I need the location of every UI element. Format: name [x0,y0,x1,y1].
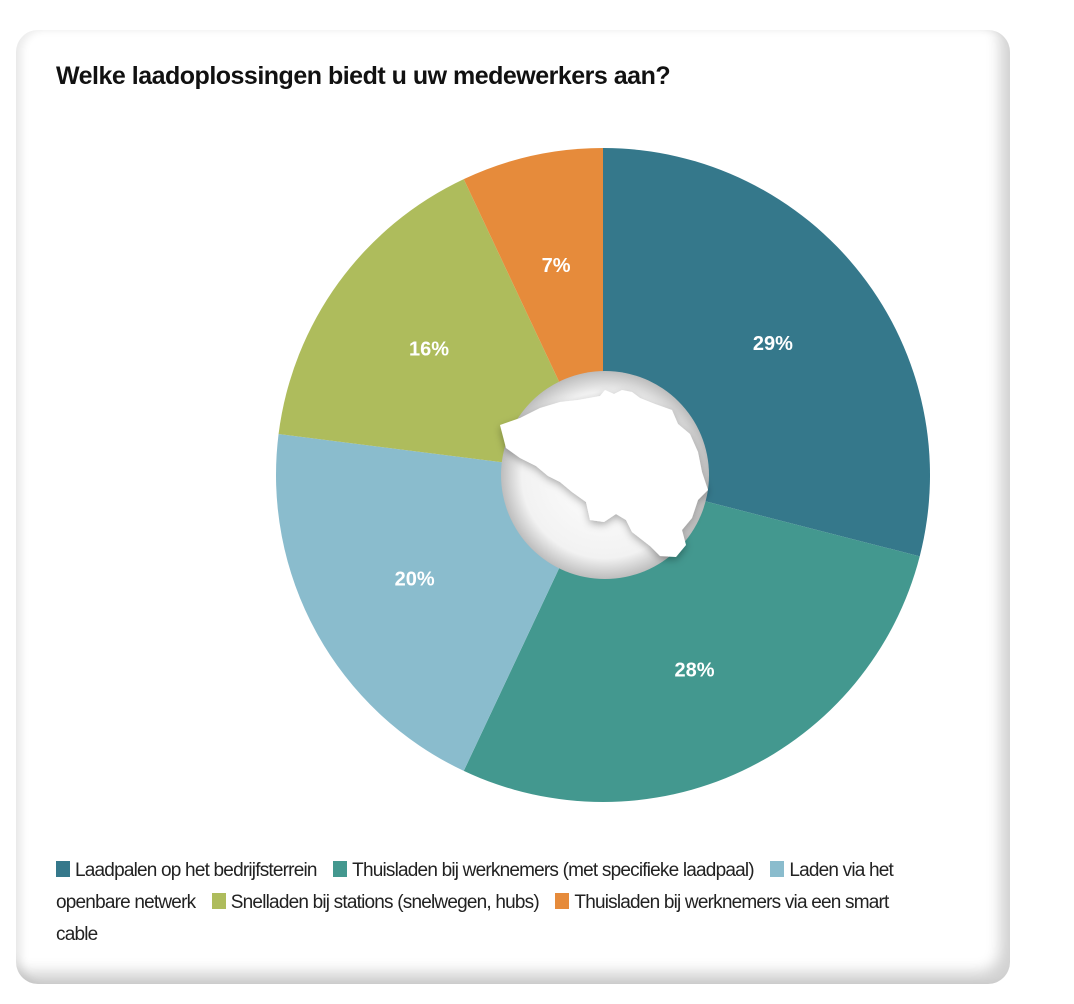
legend-swatch [770,861,785,877]
legend-item: Laden via het openbare netwerk [56,860,894,913]
legend-swatch [555,893,570,909]
legend-swatch [56,861,70,877]
legend-label: Thuisladen bij werknemers (met specifiek… [352,860,754,881]
legend-item: Thuisladen bij werknemers (met specifiek… [333,860,766,881]
legend-label: Snelladen bij stations (snelwegen, hubs) [230,892,540,913]
data-label: 7% [542,255,571,277]
data-label: 20% [395,569,435,591]
legend: Laadpalen op het bedrijfsterrein Thuisla… [56,855,946,951]
legend-swatch [211,893,226,909]
chart-title: Welke laadoplossingen biedt u uw medewer… [56,62,671,90]
pie-slice [278,179,603,475]
legend-item: Thuisladen bij werknemers via een smart … [56,892,889,945]
legend-swatch [333,861,348,877]
legend-item: Laadpalen op het bedrijfsterrein [56,860,329,881]
legend-label: Laadpalen op het bedrijfsterrein [75,860,317,881]
legend-label: Thuisladen bij werknemers via een smart … [56,892,889,945]
data-label: 28% [675,660,715,682]
legend-item: Snelladen bij stations (snelwegen, hubs) [211,892,551,913]
data-label: 29% [753,333,793,355]
belgium-map-icon [500,390,708,557]
legend-label: Laden via het openbare netwerk [56,860,894,913]
data-label: 16% [409,339,449,361]
